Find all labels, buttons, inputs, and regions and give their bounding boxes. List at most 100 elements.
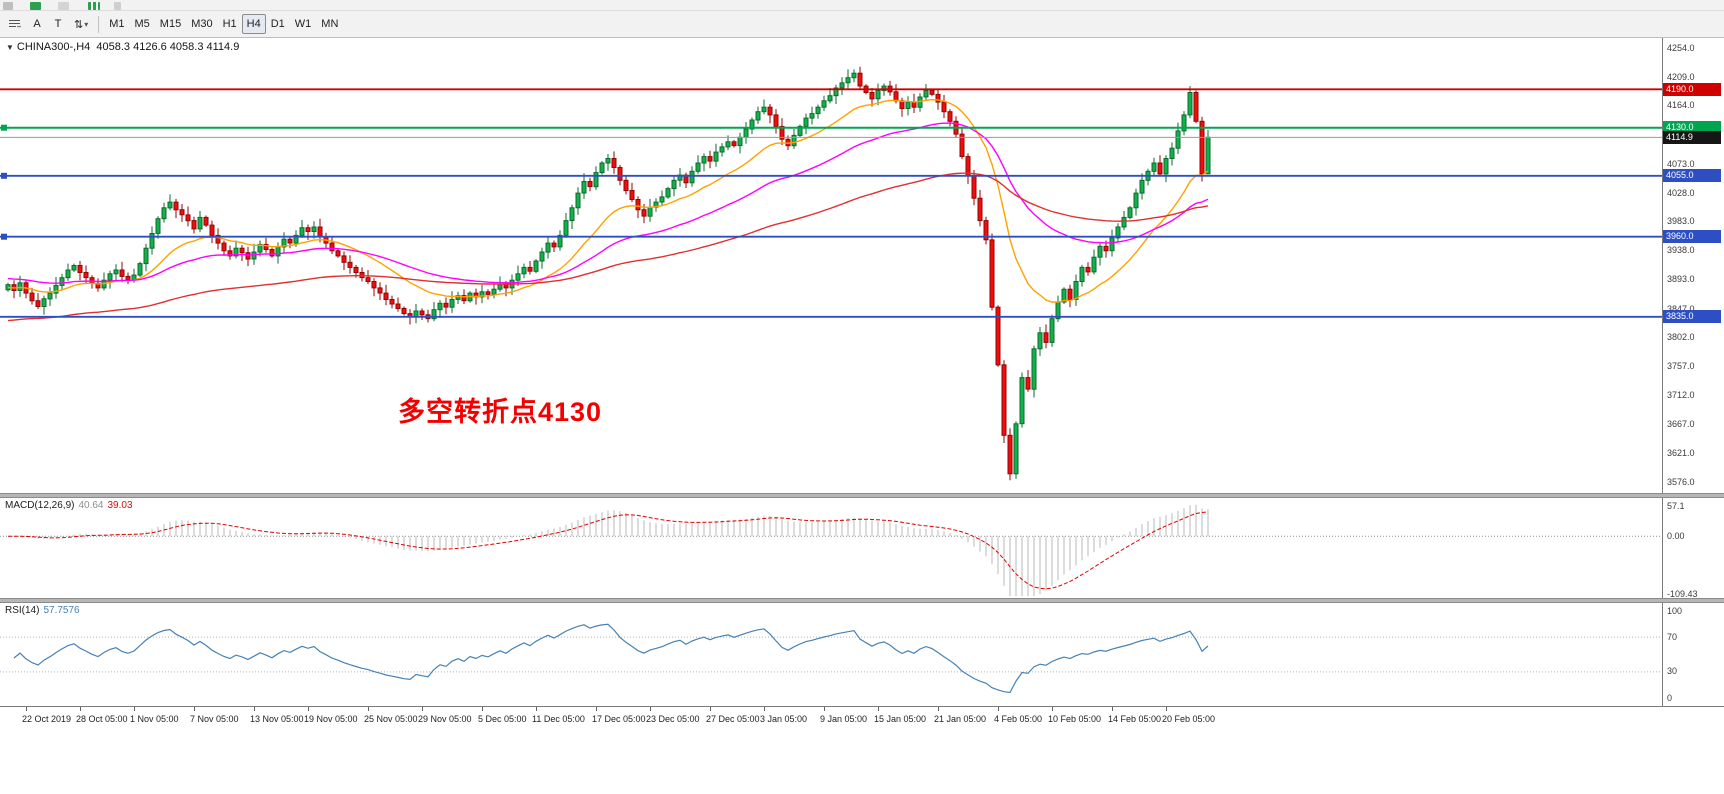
time-label: 21 Jan 05:00 (934, 714, 987, 724)
time-label: 29 Nov 05:00 (418, 714, 472, 724)
macd-tick-label: 57.1 (1667, 500, 1685, 511)
time-label: 10 Feb 05:00 (1048, 714, 1102, 724)
hline-handle-4055[interactable] (1, 172, 7, 179)
time-label: 19 Nov 05:00 (304, 714, 358, 724)
time-label: 7 Nov 05:00 (190, 714, 239, 724)
clipped-caret-icon (114, 2, 121, 10)
chart-ohlc-values: 4058.3 4126.6 4058.3 4114.9 (96, 41, 240, 53)
price-axis[interactable]: 4254.0 4209.0 4164.0 4073.0 4028.0 3983.0 3938… (1662, 38, 1724, 493)
time-tick (650, 707, 651, 711)
rsi-label: RSI(14) 57.7576 (5, 605, 80, 616)
macd-panel: MACD(12,26,9) 40.64 39.03 57.1 0.00 -109.43 (0, 498, 1724, 598)
time-label: 20 Feb 05:00 (1162, 714, 1216, 724)
time-tick (536, 707, 537, 711)
macd-canvas (0, 504, 1662, 596)
rsi-value: 57.7576 (43, 605, 80, 616)
timeframe-button-m30[interactable]: M30 (186, 14, 217, 34)
price-badge-3835.0: 3835.0 (1663, 310, 1721, 324)
arrows-icon: ⇅ (74, 18, 84, 31)
rsi-line (13, 623, 1209, 694)
ma-line-ma-slow (7, 172, 1209, 322)
template-tool-button[interactable]: T (48, 14, 68, 34)
time-label: 9 Jan 05:00 (820, 714, 868, 724)
price-tick-label: 3621.0 (1667, 448, 1695, 459)
chart-symbol-period: CHINA300-,H4 (16, 41, 91, 53)
time-tick (1112, 707, 1113, 711)
time-tick (998, 707, 999, 711)
price-tick-label: 3757.0 (1667, 361, 1695, 372)
price-tick-label: 4073.0 (1667, 158, 1695, 169)
candles-layer (5, 66, 1211, 481)
panel-divider[interactable] (0, 598, 1724, 603)
time-tick (26, 707, 27, 711)
time-tick (422, 707, 423, 711)
timeframe-button-m5[interactable]: M5 (130, 14, 155, 34)
timeframe-button-m15[interactable]: M15 (155, 14, 186, 34)
rsi-canvas (0, 623, 1662, 694)
time-tick (596, 707, 597, 711)
price-badge-3960.0: 3960.0 (1663, 230, 1721, 244)
panel-divider[interactable] (0, 493, 1724, 498)
rsi-panel: RSI(14) 57.7576 100 70 30 0 (0, 603, 1724, 706)
rsi-tick-label: 100 (1667, 605, 1683, 616)
main-chart-panel: ▼ CHINA300-,H4 4058.3 4126.6 4058.3 4114.… (0, 38, 1724, 493)
price-tick-label: 3802.0 (1667, 332, 1695, 343)
macd-axis[interactable]: 57.1 0.00 -109.43 (1662, 498, 1724, 598)
timeframe-button-d1[interactable]: D1 (266, 14, 290, 34)
ma-line-ma-mid (7, 122, 1209, 284)
time-label: 11 Dec 05:00 (532, 714, 585, 724)
price-tick-label: 4209.0 (1667, 71, 1695, 82)
time-label: 5 Dec 05:00 (478, 714, 527, 724)
hline-handle-3960[interactable] (1, 233, 7, 240)
price-tick-label: 4254.0 (1667, 42, 1695, 53)
price-tick-label: 3983.0 (1667, 216, 1695, 227)
arrows-tool-button[interactable]: ⇅ ▾ (69, 14, 93, 34)
time-tick (482, 707, 483, 711)
rsi-plot[interactable]: RSI(14) 57.7576 (0, 603, 1662, 706)
price-tick-label: 3938.0 (1667, 245, 1695, 256)
hline-handle-4130[interactable] (1, 124, 7, 131)
chart-title-arrow-icon: ▼ (6, 43, 14, 52)
clipped-toolbar-icon (30, 2, 41, 10)
time-tick (764, 707, 765, 711)
time-tick (368, 707, 369, 711)
time-tick (254, 707, 255, 711)
clipped-top-toolbar (0, 0, 1724, 11)
text-tool-button[interactable]: A (27, 14, 47, 34)
price-badge-4190.0: 4190.0 (1663, 82, 1721, 96)
timeframe-button-w1[interactable]: W1 (290, 14, 317, 34)
time-tick (824, 707, 825, 711)
clipped-chart-bars-icon (88, 2, 100, 10)
macd-histogram (13, 504, 1209, 596)
chart-annotation-text[interactable]: 多空转折点4130 (398, 397, 603, 427)
main-chart-canvas (0, 66, 1662, 481)
timeframe-group: M1 M5 M15 M30 H1 H4 D1 W1 MN (104, 14, 343, 34)
clipped-toolbar-icon (3, 2, 13, 10)
macd-plot[interactable]: MACD(12,26,9) 40.64 39.03 (0, 498, 1662, 598)
time-label: 14 Feb 05:00 (1108, 714, 1162, 724)
time-tick (1166, 707, 1167, 711)
timeframe-button-m1[interactable]: M1 (104, 14, 129, 34)
time-label: 17 Dec 05:00 (592, 714, 646, 724)
macd-signal-value: 39.03 (107, 500, 133, 511)
time-label: 23 Dec 05:00 (646, 714, 700, 724)
main-toolbar: A T ⇅ ▾ M1 M5 M15 M30 H1 H4 D1 W1 MN (0, 11, 1724, 38)
price-tick-label: 4028.0 (1667, 187, 1695, 198)
clipped-toolbar-icon (58, 2, 69, 10)
rsi-name: RSI(14) (5, 605, 40, 616)
time-tick (938, 707, 939, 711)
grid-icon-glyph (9, 20, 21, 28)
rsi-tick-label: 30 (1667, 666, 1678, 677)
time-label: 28 Oct 05:00 (76, 714, 128, 724)
timeframe-button-mn[interactable]: MN (316, 14, 343, 34)
rsi-axis[interactable]: 100 70 30 0 (1662, 603, 1724, 706)
grid-icon[interactable] (3, 14, 26, 34)
macd-label: MACD(12,26,9) 40.64 39.03 (5, 500, 133, 511)
main-chart-plot[interactable]: ▼ CHINA300-,H4 4058.3 4126.6 4058.3 4114.… (0, 38, 1662, 493)
timeframe-button-h4[interactable]: H4 (241, 14, 266, 34)
time-axis[interactable]: 22 Oct 2019 28 Oct 05:00 1 Nov 05:00 7 Nov … (0, 706, 1724, 731)
price-tick-label: 3576.0 (1667, 477, 1695, 488)
macd-main-value: 40.64 (78, 500, 104, 511)
timeframe-button-h1[interactable]: H1 (218, 14, 242, 34)
